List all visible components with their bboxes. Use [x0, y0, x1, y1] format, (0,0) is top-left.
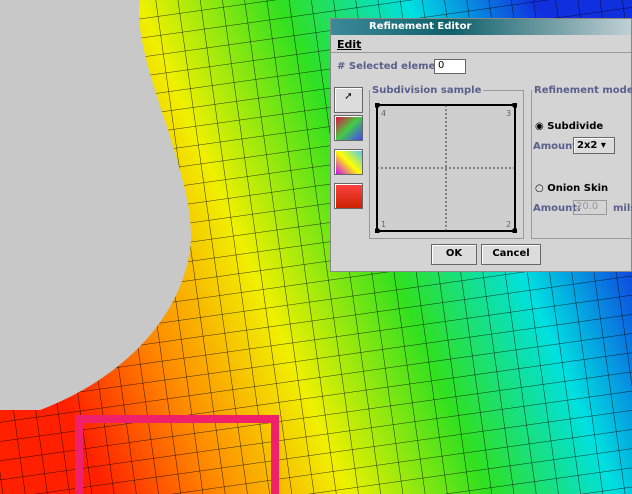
title-bar: Refinement Editor: [331, 19, 631, 35]
corner: 1: [381, 220, 386, 229]
amount-value: 2x2: [577, 140, 598, 151]
title: Refinement Editor: [369, 21, 472, 32]
corner: 2: [506, 220, 511, 229]
ok-button[interactable]: OK: [431, 244, 477, 265]
tool-select[interactable]: ➚: [334, 87, 363, 113]
mode-group: Refinement mode: [531, 85, 632, 239]
radio-onion[interactable]: ○ Onion Skin: [535, 183, 609, 194]
dialog: Refinement Editor Edit # Selected elemen…: [330, 18, 632, 272]
cancel-button[interactable]: Cancel: [481, 244, 541, 265]
separator: [331, 52, 631, 53]
unit: mils: [613, 203, 632, 214]
onion-label: Onion Skin: [547, 183, 609, 194]
menu-edit[interactable]: Edit: [337, 38, 362, 51]
mode-title: Refinement mode: [534, 85, 632, 96]
onion-amount-label: Amount:: [533, 203, 582, 214]
radio-subdivide[interactable]: ◉ Subdivide: [535, 121, 604, 132]
sample-group: Subdivision sample: [369, 85, 524, 239]
onion-amount[interactable]: 20.0: [573, 200, 607, 215]
amount-label: Amount:: [533, 141, 582, 152]
tool-triangle[interactable]: [334, 149, 363, 175]
selected-count[interactable]: 0: [434, 59, 466, 74]
selected-label: # Selected elements:: [337, 61, 458, 72]
tool-shape[interactable]: [334, 183, 363, 209]
corner: 3: [506, 109, 511, 118]
subdivide-label: Subdivide: [547, 121, 604, 132]
amount-select[interactable]: 2x2 ▾: [573, 137, 615, 154]
corner: 4: [381, 109, 386, 118]
sample-grid: 4 3 1 2: [375, 103, 517, 233]
highlight-box: [75, 415, 279, 494]
tool-paint[interactable]: [334, 115, 363, 141]
sample-title: Subdivision sample: [372, 85, 482, 96]
